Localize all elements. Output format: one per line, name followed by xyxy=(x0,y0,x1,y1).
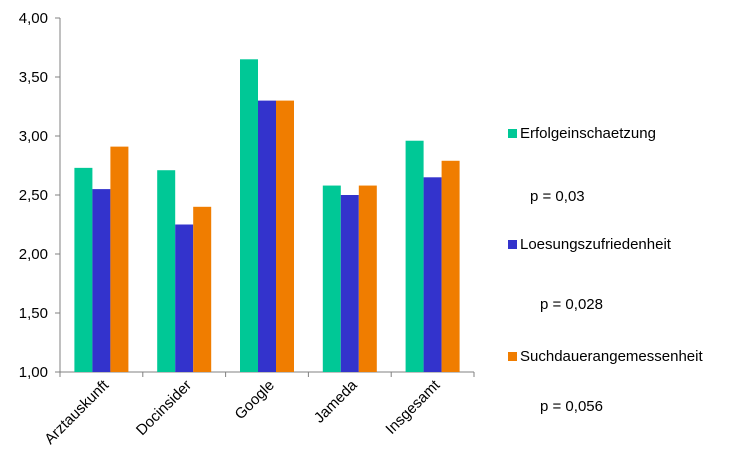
x-tick-label: Google xyxy=(232,377,278,423)
p-value-erfolgeinschaetzung: p = 0,03 xyxy=(530,188,585,205)
bar-erfolgeinschaetzung-arztauskunft xyxy=(74,167,93,372)
bar-loesungszufriedenheit-docinsider xyxy=(175,224,194,372)
bar-loesungszufriedenheit-google xyxy=(258,100,276,372)
p-value-loesungszufriedenheit: p = 0,028 xyxy=(540,296,603,313)
bar-loesungszufriedenheit-arztauskunft xyxy=(92,189,111,372)
bar-suchdauerangemessenheit-docinsider xyxy=(193,206,212,372)
y-tick-label: 3,50 xyxy=(19,69,48,86)
legend-item-erfolgeinschaetzung: Erfolgeinschaetzung xyxy=(508,125,656,142)
x-tick-label: Docinsider xyxy=(133,377,195,439)
p-value-suchdauerangemessenheit: p = 0,056 xyxy=(540,398,603,415)
bar-loesungszufriedenheit-jameda xyxy=(340,195,359,372)
legend: Erfolgeinschaetzung p = 0,03 Loesungszuf… xyxy=(508,0,734,462)
bar-erfolgeinschaetzung-google xyxy=(240,59,258,373)
bar-suchdauerangemessenheit-arztauskunft xyxy=(110,146,129,372)
legend-label-erfolgeinschaetzung: Erfolgeinschaetzung xyxy=(520,125,656,142)
bar-loesungszufriedenheit-insgesamt xyxy=(423,177,442,372)
y-tick-label: 3,00 xyxy=(19,128,48,145)
bar-suchdauerangemessenheit-google xyxy=(276,100,294,372)
legend-item-suchdauerangemessenheit: Suchdauerangemessenheit xyxy=(508,348,703,365)
y-tick-label: 2,50 xyxy=(19,187,48,204)
x-tick-label: Arztauskunft xyxy=(41,376,113,448)
y-tick-label: 1,00 xyxy=(19,364,48,381)
y-tick-label: 4,00 xyxy=(19,10,48,27)
legend-swatch-loesungszufriedenheit xyxy=(508,240,517,249)
legend-label-suchdauerangemessenheit: Suchdauerangemessenheit xyxy=(520,348,703,365)
legend-swatch-erfolgeinschaetzung xyxy=(508,129,517,138)
y-tick-label: 2,00 xyxy=(19,246,48,263)
y-tick-label: 1,50 xyxy=(19,305,48,322)
bar-erfolgeinschaetzung-docinsider xyxy=(157,170,176,372)
bar-erfolgeinschaetzung-insgesamt xyxy=(405,140,424,372)
bar-suchdauerangemessenheit-jameda xyxy=(358,185,377,372)
legend-label-loesungszufriedenheit: Loesungszufriedenheit xyxy=(520,236,671,253)
legend-item-loesungszufriedenheit: Loesungszufriedenheit xyxy=(508,236,671,253)
bar-suchdauerangemessenheit-insgesamt xyxy=(441,160,460,372)
x-tick-label: Insgesamt xyxy=(382,376,444,438)
bar-erfolgeinschaetzung-jameda xyxy=(322,185,341,372)
legend-swatch-suchdauerangemessenheit xyxy=(508,352,517,361)
x-tick-label: Jameda xyxy=(311,376,361,426)
